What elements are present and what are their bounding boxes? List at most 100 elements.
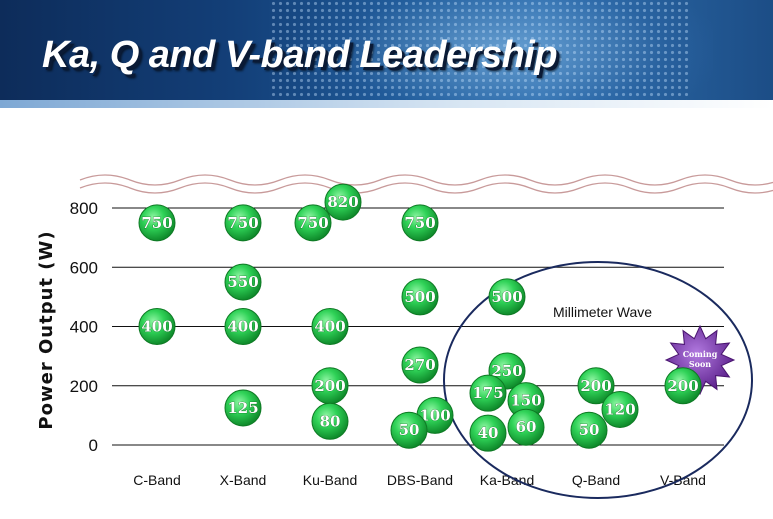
data-point: 120 [601,390,639,428]
x-category-label: Ka-Band [480,472,534,488]
data-point-label: 400 [227,318,258,336]
break-wave-2 [79,182,773,194]
data-point-label: 500 [404,288,435,306]
x-category-label: Q-Band [572,472,620,488]
data-point: 400 [224,308,262,345]
coming-soon-line1: Coming [683,349,718,359]
data-point: 750 [224,204,262,242]
data-point-label: 50 [399,421,420,439]
y-tick-label: 800 [70,199,98,218]
millimeter-wave-ellipse [443,261,753,499]
x-category-label: DBS-Band [387,472,453,488]
data-point: 400 [138,308,176,345]
y-tick-label: 600 [70,258,98,277]
data-point-bubble [138,308,176,345]
banner-glow [293,0,713,108]
data-point-bubble [311,402,349,440]
y-tick-label: 400 [70,318,98,337]
data-point-label: 270 [404,356,435,374]
data-point-bubble [570,411,608,449]
data-point-bubble [401,278,439,316]
data-point-bubble [469,414,507,452]
x-category-label: Ku-Band [303,472,357,488]
data-point-label: 750 [297,214,328,232]
y-tick-label: 200 [70,377,98,396]
data-point: 400 [311,308,349,345]
y-axis-ticks: 0 200 400 600 800 [70,199,98,455]
data-point-label: 125 [227,399,258,417]
title-banner: Ka, Q and V-band Leadership [0,0,773,108]
data-point: 550 [224,263,262,301]
coming-soon-line2: Soon [689,359,711,369]
data-point: 50 [570,411,608,449]
data-point: 200 [664,367,702,405]
data-point: 80 [311,402,349,440]
data-point: 750 [138,204,176,242]
data-point-label: 200 [580,377,611,395]
data-point-bubble [488,278,526,316]
data-point-bubble [294,204,332,242]
x-axis-categories: C-Band X-Band Ku-Band DBS-Band Ka-Band Q-Band… [133,472,706,488]
data-point: 750 [294,204,332,242]
data-point-bubble [401,204,439,242]
data-point: 60 [507,408,545,446]
data-point: 125 [224,389,262,427]
data-point-label: 80 [320,412,341,430]
data-point: 40 [469,414,507,452]
data-points: 750 400 750 550 400 125 750 820 400 200 80 750 500 27… [138,183,702,452]
data-point-bubble [507,408,545,446]
data-point-bubble [324,183,362,221]
data-point-bubble [224,308,262,345]
axis-break-waves [79,174,773,194]
data-point-bubble [138,204,176,242]
data-point-bubble [577,367,615,405]
data-point-bubble [390,411,428,449]
data-point: 50 [390,411,428,449]
banner-dot-pattern [270,0,690,108]
data-point: 820 [324,183,362,221]
data-point-label: 750 [227,214,258,232]
data-point-label: 60 [516,418,537,436]
data-point-bubble [224,389,262,427]
data-point-label: 750 [404,214,435,232]
data-point: 270 [401,346,439,384]
data-point-label: 40 [478,424,499,442]
data-point-bubble [311,308,349,345]
millimeter-wave-label: Millimeter Wave [553,304,652,320]
data-point-bubble [401,346,439,384]
data-point-label: 120 [604,400,635,418]
data-point-label: 175 [472,384,503,402]
data-point-bubble [469,374,507,412]
x-category-label: X-Band [220,472,267,488]
data-point-label: 150 [510,392,541,410]
page-title: Ka, Q and V-band Leadership [42,34,558,76]
data-point-bubble [224,204,262,242]
x-category-label: C-Band [133,472,180,488]
data-point-bubble [664,367,702,405]
data-point-label: 100 [419,406,450,424]
data-point-label: 400 [141,318,172,336]
data-point-label: 250 [491,362,522,380]
banner-stripe [0,100,773,108]
data-point: 500 [488,278,526,316]
data-point-bubble [601,390,639,428]
data-point-label: 750 [141,214,172,232]
data-point: 175 [469,374,507,412]
data-point-label: 200 [314,377,345,395]
data-point: 200 [311,367,349,405]
data-point-label: 50 [579,421,600,439]
data-point: 200 [577,367,615,405]
data-point: 500 [401,278,439,316]
data-point-label: 500 [491,288,522,306]
y-axis-label: Power Output (W) [36,230,57,429]
break-wave-1 [79,174,773,186]
coming-soon-star-shape [664,324,736,396]
data-point-label: 200 [667,377,698,395]
data-point-label: 550 [227,273,258,291]
data-point: 750 [401,204,439,242]
data-point-label: 400 [314,318,345,336]
coming-soon-star: Coming Soon [664,324,736,396]
y-tick-label: 0 [89,436,98,455]
data-point-bubble [224,263,262,301]
